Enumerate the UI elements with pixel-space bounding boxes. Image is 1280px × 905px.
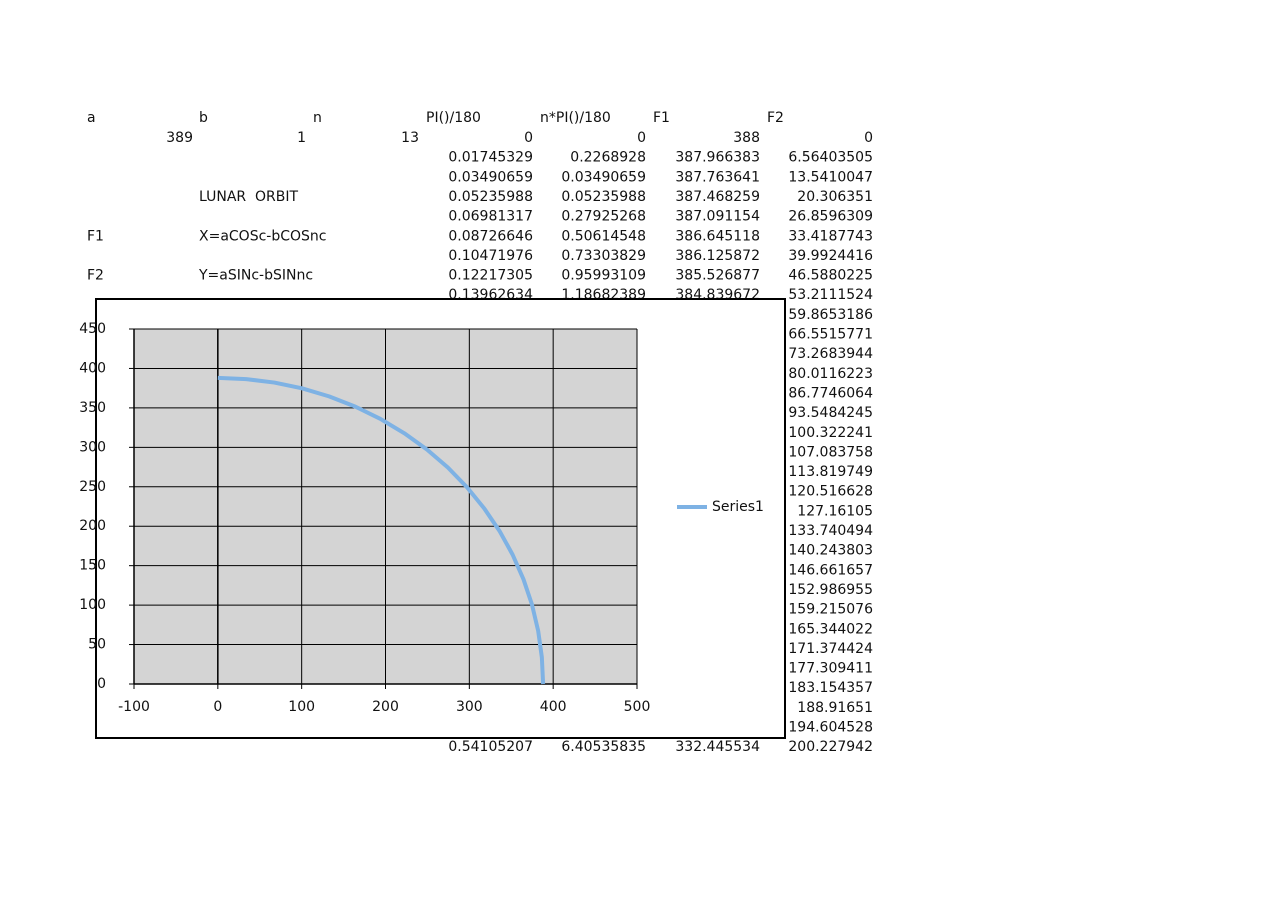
cell: 20.306351 <box>797 189 873 205</box>
cell: 159.215076 <box>788 602 873 618</box>
cell: 0.54105207 <box>448 739 533 755</box>
cell: 6.40535835 <box>561 739 646 755</box>
cell: 146.661657 <box>788 562 873 578</box>
cell: 0.95993109 <box>561 268 646 284</box>
cell: 107.083758 <box>788 444 873 460</box>
column-header: PI()/180 <box>426 110 481 126</box>
cell: 113.819749 <box>788 464 873 480</box>
y-tick-label: 450 <box>79 321 106 337</box>
cell: 86.7746064 <box>788 385 873 401</box>
cell: 0.50614548 <box>561 228 646 244</box>
cell: 0.08726646 <box>448 228 533 244</box>
cell: 46.5880225 <box>788 268 873 284</box>
cell: 0.10471976 <box>448 248 533 264</box>
cell: 0.05235988 <box>561 189 646 205</box>
x-tick-label: 500 <box>624 699 651 715</box>
cell: 6.56403505 <box>788 150 873 166</box>
y-tick-label: 400 <box>79 360 106 376</box>
x-tick-label: 0 <box>213 699 222 715</box>
column-header: n <box>313 110 322 126</box>
cell: 73.2683944 <box>788 346 873 362</box>
cell: 140.243803 <box>788 543 873 559</box>
cell: 385.526877 <box>675 268 760 284</box>
column-header: b <box>199 110 208 126</box>
cell: 386.125872 <box>675 248 760 264</box>
x-tick-label: 200 <box>372 699 399 715</box>
cell: 0.03490659 <box>561 169 646 185</box>
cell: 93.5484245 <box>788 405 873 421</box>
cell: 0.05235988 <box>448 189 533 205</box>
note-text: X=aCOSc-bCOSnc <box>199 228 326 244</box>
cell: 13.5410047 <box>788 169 873 185</box>
cell: 200.227942 <box>788 739 873 755</box>
cell: 26.8596309 <box>788 209 873 225</box>
cell: 152.986955 <box>788 582 873 598</box>
cell: 66.5515771 <box>788 327 873 343</box>
cell: 388 <box>733 130 760 146</box>
cell: 127.16105 <box>797 503 873 519</box>
y-tick-label: 50 <box>88 637 106 653</box>
cell: 389 <box>166 130 193 146</box>
cell: 120.516628 <box>788 484 873 500</box>
y-tick-label: 0 <box>97 676 106 692</box>
cell: 0.06981317 <box>448 209 533 225</box>
cell: 1 <box>297 130 306 146</box>
cell: 0 <box>864 130 873 146</box>
x-tick-label: 100 <box>288 699 315 715</box>
note-text: Y=aSINc-bSINnc <box>198 268 313 284</box>
cell: 13 <box>401 130 419 146</box>
cell: 165.344022 <box>788 621 873 637</box>
y-tick-label: 100 <box>79 597 106 613</box>
cell: 133.740494 <box>788 523 873 539</box>
y-tick-label: 150 <box>79 558 106 574</box>
cell: 332.445534 <box>675 739 760 755</box>
cell: 59.8653186 <box>788 307 873 323</box>
cell: 0.27925268 <box>561 209 646 225</box>
y-tick-label: 200 <box>79 518 106 534</box>
cell: 387.091154 <box>675 209 760 225</box>
cell: 171.374424 <box>788 641 873 657</box>
y-tick-label: 350 <box>79 400 106 416</box>
cell: 386.645118 <box>675 228 760 244</box>
note-label: F2 <box>87 268 104 284</box>
cell: 39.9924416 <box>788 248 873 264</box>
cell: 0 <box>637 130 646 146</box>
note-label: F1 <box>87 228 104 244</box>
cell: 177.309411 <box>788 661 873 677</box>
legend-label: Series1 <box>712 499 764 515</box>
cell: 0 <box>524 130 533 146</box>
cell: 80.0116223 <box>788 366 873 382</box>
cell: 33.4187743 <box>788 228 873 244</box>
cell: 0.01745329 <box>448 150 533 166</box>
cell: 0.73303829 <box>561 248 646 264</box>
cell: 100.322241 <box>788 425 873 441</box>
cell: 53.2111524 <box>788 287 873 303</box>
cell: 0.03490659 <box>448 169 533 185</box>
x-tick-label: 400 <box>540 699 567 715</box>
sheet-title: LUNAR ORBIT <box>199 189 299 205</box>
column-header: a <box>87 110 96 126</box>
column-header: F2 <box>767 110 784 126</box>
y-tick-label: 300 <box>79 439 106 455</box>
x-tick-label: 300 <box>456 699 483 715</box>
x-tick-label: -100 <box>118 699 150 715</box>
series-line <box>217 375 546 685</box>
cell: 0.12217305 <box>448 268 533 284</box>
cell: 387.763641 <box>675 169 760 185</box>
cell: 188.91651 <box>797 700 873 716</box>
cell: 183.154357 <box>788 680 873 696</box>
y-tick-label: 250 <box>79 479 106 495</box>
column-header: F1 <box>653 110 670 126</box>
cell: 0.2268928 <box>570 150 646 166</box>
cell: 387.468259 <box>675 189 760 205</box>
cell: 387.966383 <box>675 150 760 166</box>
chart: 0 50 100 150 200 250 300 350 400 450 -100 0 100 200 30… <box>79 298 786 739</box>
cell: 194.604528 <box>788 720 873 736</box>
column-header: n*PI()/180 <box>540 110 611 126</box>
